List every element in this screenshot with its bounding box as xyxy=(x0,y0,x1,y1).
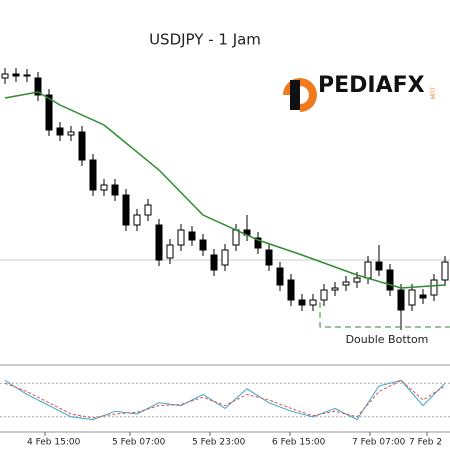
x-tick-label: 4 Feb 15:00 xyxy=(27,438,81,448)
moving-average xyxy=(4,91,446,289)
annotation: Double Bottom xyxy=(346,333,429,346)
candle-body xyxy=(56,127,64,136)
brand: PEDIAFX xyxy=(318,73,425,98)
candle-body xyxy=(408,289,416,306)
candle-body xyxy=(12,73,20,77)
candle-body xyxy=(23,74,31,77)
candle-body xyxy=(188,231,196,241)
oscillator-line xyxy=(4,379,446,421)
candle-body xyxy=(67,131,75,136)
candle-body xyxy=(441,261,449,281)
candle-body xyxy=(78,131,86,161)
logo: PEDIAFX .COM xyxy=(283,73,435,112)
candle-body xyxy=(353,277,361,283)
candle-body xyxy=(45,94,53,131)
candle-body xyxy=(364,261,372,279)
candle-body xyxy=(166,244,174,259)
candle-body xyxy=(287,279,295,301)
double-bottom-line xyxy=(319,302,450,328)
candle-body xyxy=(298,299,306,306)
candle-body xyxy=(199,239,207,251)
candle-body xyxy=(331,287,339,291)
candle-body xyxy=(375,261,383,271)
brand-suffix: .COM xyxy=(429,86,435,99)
candle-body xyxy=(386,269,394,291)
x-tick-label: 7 Feb 07:00 xyxy=(352,438,406,448)
candle-body xyxy=(177,229,185,246)
candle-body xyxy=(111,184,119,196)
candle-body xyxy=(430,279,438,296)
candle-body xyxy=(419,294,427,299)
x-tick-label: 5 Feb 23:00 xyxy=(192,438,246,448)
candle-body xyxy=(89,159,97,191)
logo-icon xyxy=(290,80,300,110)
chart-title: USDJPY - 1 Jam xyxy=(149,31,261,49)
x-tick-label: 6 Feb 15:00 xyxy=(272,438,326,448)
candle-body xyxy=(309,299,317,306)
candle-body xyxy=(210,254,218,271)
candle-body xyxy=(133,214,141,226)
candle-body xyxy=(34,77,42,96)
candle-body xyxy=(397,289,405,311)
candle-body xyxy=(122,194,130,226)
candle-body xyxy=(232,229,240,246)
candle-body xyxy=(276,267,284,286)
candle-body xyxy=(265,249,273,266)
x-tick-label: 5 Feb 07:00 xyxy=(112,438,166,448)
candle-body xyxy=(221,249,229,266)
candle-body xyxy=(254,237,262,249)
candle-body xyxy=(100,184,108,191)
candle-body xyxy=(155,224,163,261)
x-tick-label: 7 Feb 2 xyxy=(409,438,442,448)
candle-body xyxy=(342,281,350,286)
oscillator-line xyxy=(4,379,446,419)
candle-body xyxy=(1,73,9,79)
candle-body xyxy=(320,289,328,301)
candle-body xyxy=(144,204,152,216)
